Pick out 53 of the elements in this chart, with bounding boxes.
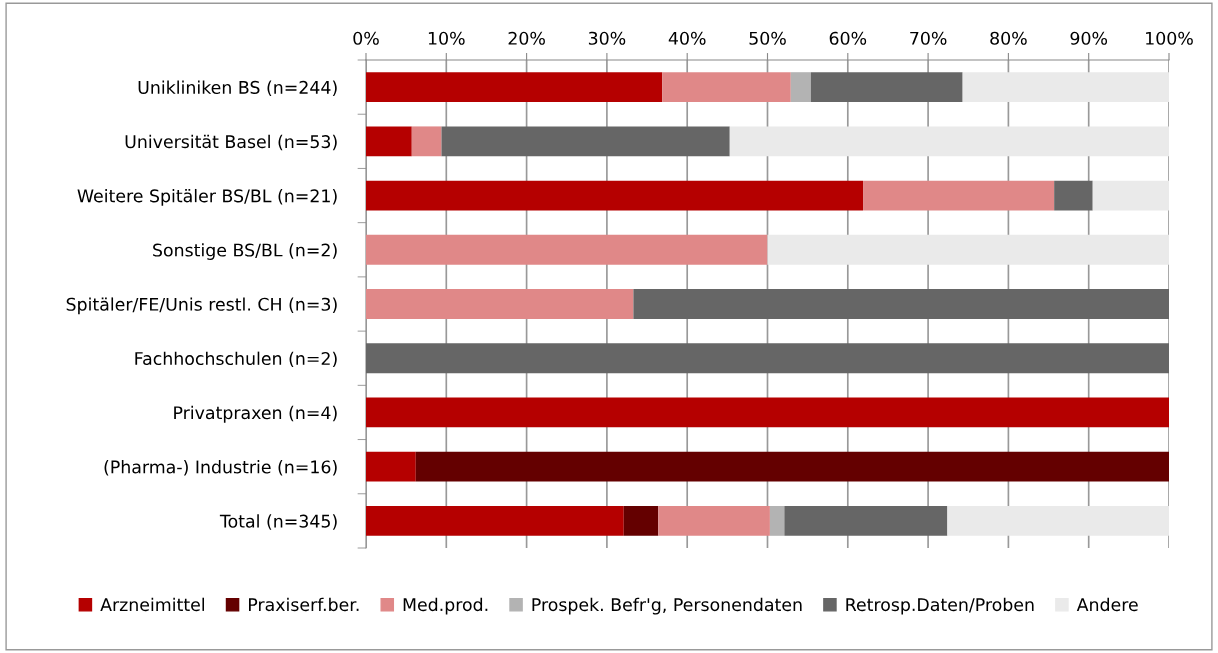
bar bbox=[784, 505, 948, 536]
bar bbox=[1054, 180, 1093, 211]
bar bbox=[1092, 180, 1169, 211]
bar bbox=[411, 126, 442, 157]
bar bbox=[366, 72, 663, 103]
y-tick-label: Sonstige BS/BL (n=2) bbox=[153, 243, 337, 260]
bar bbox=[863, 180, 1055, 211]
bar bbox=[366, 397, 1169, 428]
bar bbox=[441, 126, 730, 157]
x-tick-label: 70% bbox=[910, 31, 947, 45]
bar bbox=[366, 180, 864, 211]
bar bbox=[366, 343, 1169, 374]
x-tick-label: 30% bbox=[588, 31, 626, 45]
x-tick-label: 40% bbox=[668, 31, 706, 45]
x-tick-label: 100% bbox=[1146, 31, 1193, 45]
x-tick-label: 20% bbox=[508, 31, 545, 45]
bar bbox=[810, 72, 963, 103]
x-tick-label: 0% bbox=[353, 31, 379, 45]
bar bbox=[947, 505, 1169, 536]
legend-label: Andere bbox=[1076, 597, 1138, 612]
x-tick-label: 60% bbox=[829, 31, 867, 45]
y-tick-label: Privatpraxen (n=4) bbox=[174, 405, 337, 423]
legend-label: Prospek. Befr'g, Personendaten bbox=[532, 597, 802, 615]
bar bbox=[729, 126, 1169, 157]
bar bbox=[366, 505, 624, 536]
x-tick-label: 50% bbox=[749, 31, 786, 45]
y-tick-label: (Pharma-) Industrie (n=16) bbox=[104, 460, 337, 476]
bar bbox=[623, 505, 659, 536]
y-tick-label: Universität Basel (n=53) bbox=[125, 134, 337, 151]
bar bbox=[415, 451, 1169, 482]
bar bbox=[366, 289, 634, 319]
bar bbox=[962, 72, 1169, 103]
bar bbox=[366, 234, 768, 265]
y-tick-label: Unikliniken BS (n=244) bbox=[138, 80, 337, 96]
bar bbox=[633, 289, 1169, 319]
bar bbox=[790, 72, 811, 103]
legend-label: Retrosp.Daten/Proben bbox=[846, 597, 1034, 615]
legend-label: Praxiserf.ber. bbox=[249, 597, 359, 612]
bar bbox=[767, 234, 1169, 265]
legend-label: Med.prod. bbox=[403, 597, 488, 615]
legend-label: Arzneimittel bbox=[100, 597, 205, 612]
x-tick-label: 10% bbox=[428, 31, 465, 45]
bar bbox=[658, 505, 770, 536]
bar bbox=[662, 72, 791, 103]
bar bbox=[366, 451, 416, 482]
x-tick-label: 90% bbox=[1070, 31, 1108, 45]
x-tick-label: 80% bbox=[990, 31, 1027, 45]
bar bbox=[769, 505, 785, 536]
y-tick-label: Total (n=345) bbox=[219, 514, 337, 530]
bar bbox=[366, 126, 412, 157]
y-tick-label: Weitere Spitäler BS/BL (n=21) bbox=[77, 188, 337, 206]
y-tick-label: Spitäler/FE/Unis restl. CH (n=3) bbox=[66, 297, 337, 315]
y-tick-label: Fachhochschulen (n=2) bbox=[135, 351, 337, 368]
